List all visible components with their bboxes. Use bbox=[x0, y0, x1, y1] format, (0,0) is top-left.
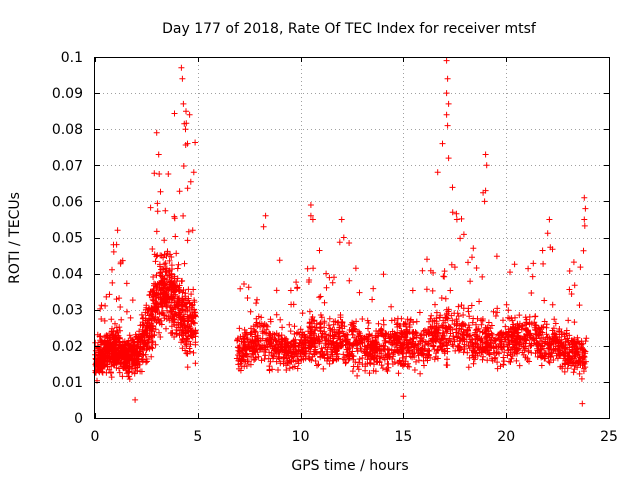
x-axis-label: GPS time / hours bbox=[291, 458, 408, 474]
x-tick-label: 15 bbox=[394, 429, 412, 445]
y-axis: 0 0.01 0.02 0.03 0.04 0.05 0.06 0.07 0.08 0.09 0.1 bbox=[52, 50, 609, 427]
y-tick-label: 0.04 bbox=[52, 267, 83, 283]
grid-lines bbox=[95, 57, 609, 418]
y-tick-label: 0.05 bbox=[52, 231, 83, 247]
y-tick-label: 0.03 bbox=[52, 303, 83, 319]
chart-title: Day 177 of 2018, Rate Of TEC Index for r… bbox=[162, 21, 537, 37]
x-tick-label: 5 bbox=[193, 429, 202, 445]
plot-frame bbox=[94, 57, 610, 419]
y-tick-label: 0 bbox=[74, 411, 83, 427]
x-tick-label: 10 bbox=[292, 429, 310, 445]
x-tick-label: 0 bbox=[91, 429, 100, 445]
x-tick-label: 25 bbox=[600, 429, 618, 445]
y-tick-label: 0.06 bbox=[52, 194, 83, 210]
y-tick-label: 0.07 bbox=[52, 158, 83, 174]
roti-markers bbox=[92, 57, 590, 407]
x-tick-label: 20 bbox=[497, 429, 515, 445]
y-tick-label: 0.02 bbox=[52, 339, 83, 355]
y-tick-label: 0.01 bbox=[52, 375, 83, 391]
y-tick-label: 0.09 bbox=[52, 86, 83, 102]
y-tick-label: 0.1 bbox=[61, 50, 83, 66]
data-points bbox=[92, 57, 590, 407]
y-tick-label: 0.08 bbox=[52, 122, 83, 138]
y-axis-label: ROTI / TECUs bbox=[7, 192, 23, 284]
